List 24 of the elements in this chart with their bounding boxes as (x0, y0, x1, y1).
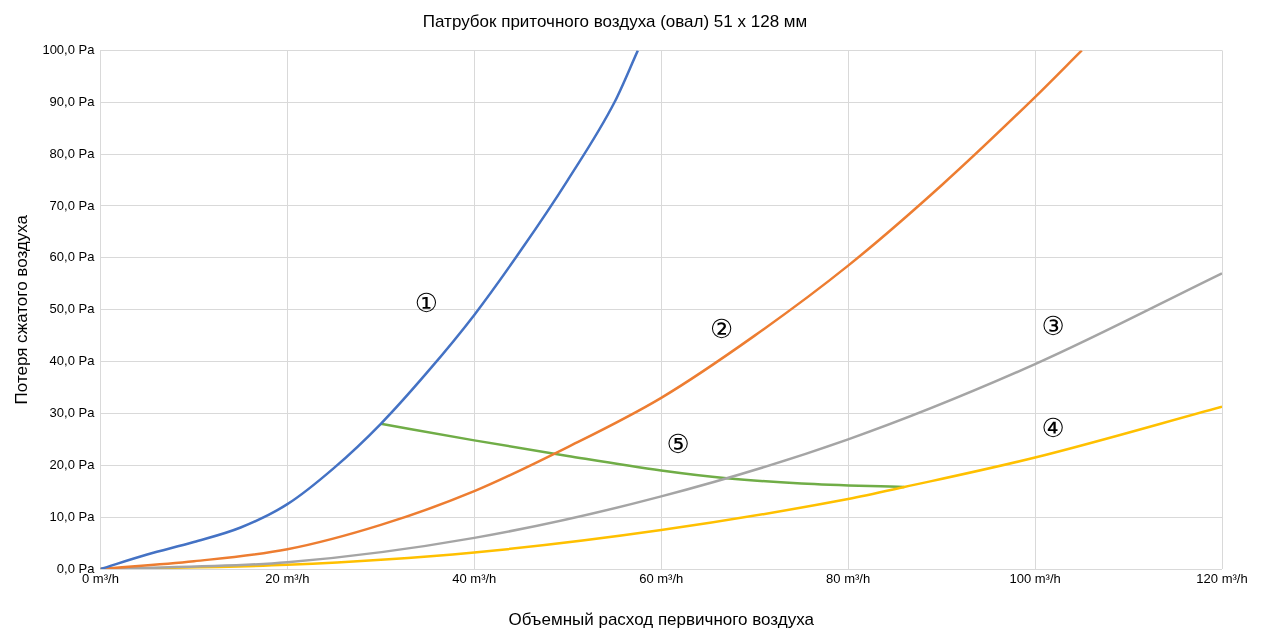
x-tick-label: 20 m³/h (265, 571, 310, 587)
y-axis-title: Потеря сжатого воздуха (11, 214, 31, 405)
y-tick-label: 90,0 Pa (49, 93, 96, 109)
y-tick-label: 40,0 Pa (49, 353, 96, 369)
series-label: ③ (1041, 311, 1065, 342)
y-tick-label: 80,0 Pa (49, 145, 96, 161)
x-tick-label: 80 m³/h (826, 571, 871, 587)
chart-title: Патрубок приточного воздуха (овал) 51 x 128 мм (422, 11, 808, 31)
series-label: ② (710, 313, 734, 344)
series-label: ① (414, 288, 438, 319)
x-tick-label: 60 m³/h (639, 571, 684, 587)
x-tick-label: 100 m³/h (1009, 571, 1061, 587)
series-label: ⑤ (666, 428, 690, 459)
x-tick-label: 120 m³/h (1196, 571, 1248, 587)
series-label: ④ (1041, 412, 1065, 443)
x-axis-title: Объемный расход первичного воздуха (508, 610, 815, 630)
y-tick-label: 30,0 Pa (49, 405, 96, 420)
y-tick-label: 60,0 Pa (49, 249, 96, 265)
x-tick-label: 40 m³/h (452, 571, 497, 587)
y-tick-label: 20,0 Pa (49, 456, 96, 472)
y-tick-label: 100,0 Pa (42, 41, 96, 57)
y-tick-label: 70,0 Pa (49, 197, 96, 213)
y-tick-label: 50,0 Pa (49, 301, 96, 317)
y-tick-label: 10,0 Pa (49, 508, 96, 524)
